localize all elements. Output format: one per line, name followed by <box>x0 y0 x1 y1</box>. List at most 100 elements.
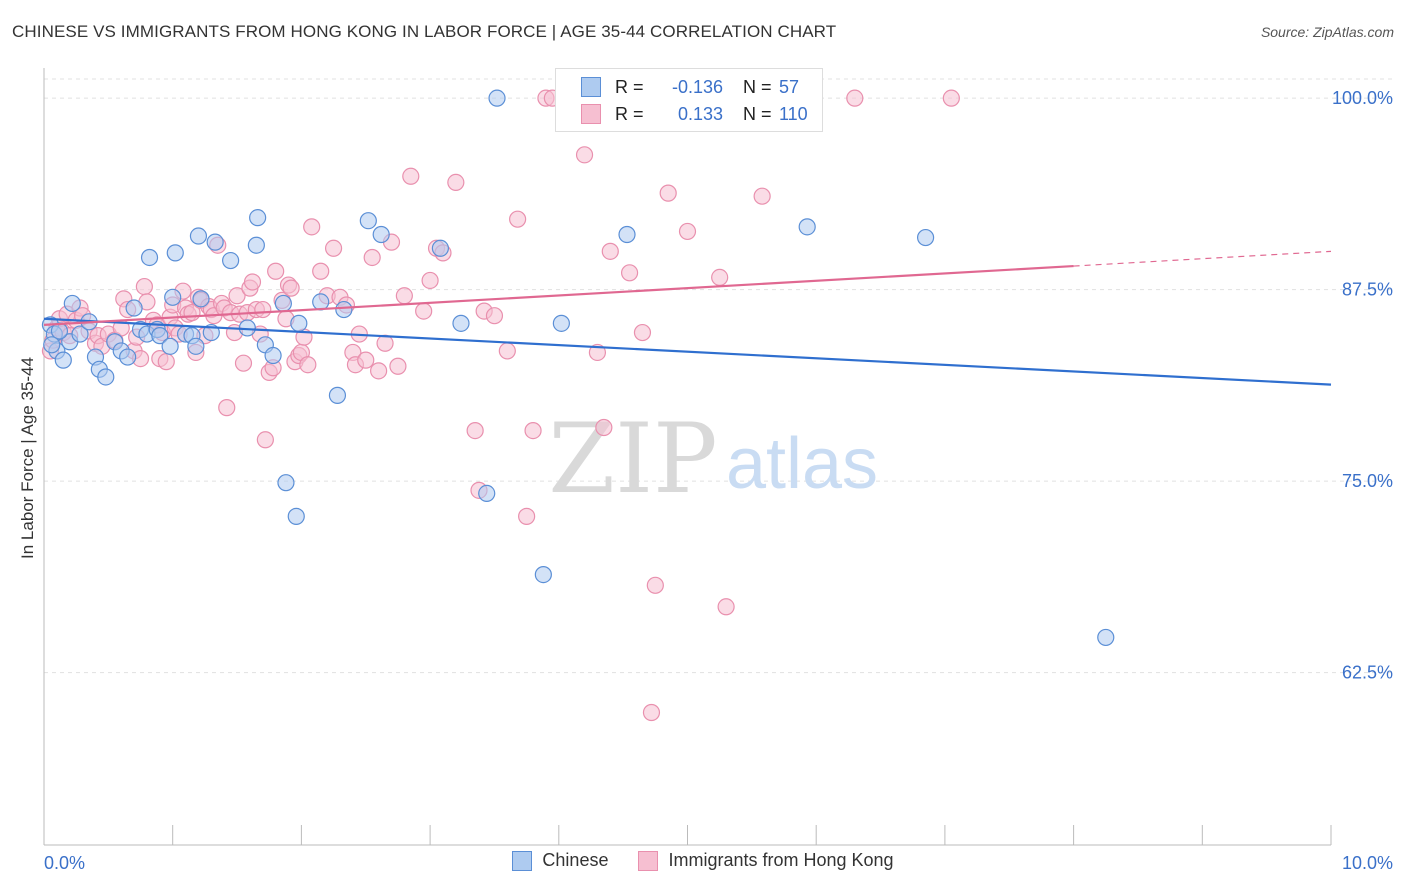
chinese-point <box>328 386 347 404</box>
hk-point <box>376 334 394 352</box>
hk-point <box>299 356 317 374</box>
source-label: Source: ZipAtlas.com <box>1260 24 1394 40</box>
chinese-point <box>431 239 449 257</box>
x-tick-labels: 0.0% 10.0% <box>44 853 1393 873</box>
hk-point <box>633 323 652 342</box>
hk-point <box>157 353 175 371</box>
hk-point <box>135 277 153 296</box>
hk-point <box>595 418 613 437</box>
hk-point <box>588 343 607 362</box>
hk-point <box>282 279 300 297</box>
chinese-point <box>63 294 81 313</box>
stats-row-hk: R = 0.133 N = 110 <box>581 102 808 126</box>
chinese-point <box>187 337 205 355</box>
chinese-point <box>534 566 552 584</box>
chinese-point <box>798 218 816 236</box>
hk-point <box>415 302 433 320</box>
hk-point <box>518 507 536 525</box>
chinese-point <box>552 314 570 332</box>
hk-point <box>324 239 343 257</box>
chinese-point <box>71 325 89 343</box>
chinese-point <box>290 314 308 332</box>
chinese-point <box>119 348 137 366</box>
chinese-point <box>206 233 224 251</box>
hk-points <box>41 89 960 722</box>
legend-item-chinese[interactable]: Chinese <box>512 850 608 871</box>
hk-swatch <box>581 104 601 124</box>
hk-point <box>846 89 864 107</box>
axes <box>43 68 1332 846</box>
r-value: 0.133 <box>677 103 723 124</box>
chinese-points <box>41 89 1115 647</box>
chart-title: CHINESE VS IMMIGRANTS FROM HONG KONG IN … <box>12 22 837 41</box>
y-tick-label: 75.0% <box>1342 471 1393 491</box>
series-legend: Chinese Immigrants from Hong Kong <box>0 850 1406 871</box>
chinese-point <box>1097 628 1115 647</box>
gridlines <box>44 78 1392 674</box>
trend-line-hk <box>43 264 1074 326</box>
hk-point <box>646 576 664 594</box>
hk-point <box>228 287 246 305</box>
stats-row-chinese: R = -0.136 N = 57 <box>581 75 799 99</box>
hk-point <box>402 167 420 185</box>
chinese-swatch <box>581 77 601 97</box>
x-tick-label: 0.0% <box>44 853 85 873</box>
hk-point <box>303 218 321 236</box>
chinese-point <box>312 293 330 311</box>
hk-point <box>601 242 619 260</box>
chinese-point <box>287 507 305 525</box>
hk-point <box>717 598 735 616</box>
chinese-point <box>161 337 179 355</box>
chinese-point <box>488 89 506 107</box>
chinese-swatch <box>512 850 533 871</box>
hk-point <box>524 421 542 440</box>
hk-point <box>942 89 960 107</box>
chinese-point <box>249 209 267 227</box>
chinese-point <box>916 228 935 247</box>
legend-label: Chinese <box>542 850 609 870</box>
hk-point <box>267 262 285 280</box>
watermark-atlas: atlas <box>726 424 878 504</box>
hk-point <box>363 248 381 267</box>
legend-item-hk[interactable]: Immigrants from Hong Kong <box>638 850 894 871</box>
chinese-point <box>166 244 184 262</box>
chinese-point <box>274 294 292 313</box>
y-tick-label: 100.0% <box>1332 88 1393 108</box>
hk-point <box>711 268 729 286</box>
n-value: 110 <box>779 103 808 124</box>
hk-point <box>312 262 330 280</box>
hk-point <box>254 300 272 319</box>
chinese-point <box>372 225 390 244</box>
hk-point <box>575 146 594 164</box>
y-axis-label: In Labor Force | Age 35-44 <box>18 357 37 559</box>
trend-lines <box>43 250 1332 386</box>
chinese-point <box>452 314 470 332</box>
r-label: R = <box>615 76 644 97</box>
chinese-point <box>164 288 182 306</box>
hk-point <box>678 222 697 241</box>
r-value: -0.136 <box>671 76 723 97</box>
hk-point <box>620 264 639 282</box>
hk-point <box>447 173 465 192</box>
hk-point <box>642 703 661 722</box>
chinese-point <box>192 290 210 308</box>
hk-point <box>466 421 484 440</box>
hk-swatch <box>638 850 659 871</box>
chinese-point <box>43 336 61 354</box>
chinese-point <box>264 346 282 365</box>
hk-point <box>421 271 439 290</box>
chinese-point <box>54 351 72 369</box>
hk-point <box>498 342 516 360</box>
hk-point <box>753 187 771 205</box>
hk-point <box>256 431 274 449</box>
r-label: R = <box>615 103 644 124</box>
stats-legend: R = -0.136 N = 57 R = 0.133 N = 110 <box>555 68 823 132</box>
hk-point <box>218 399 236 417</box>
chinese-point <box>97 368 115 386</box>
y-tick-label: 62.5% <box>1342 663 1393 683</box>
hk-point <box>357 351 375 369</box>
chinese-point <box>359 212 377 230</box>
y-tick-label: 87.5% <box>1342 280 1393 300</box>
chinese-point <box>618 225 636 244</box>
